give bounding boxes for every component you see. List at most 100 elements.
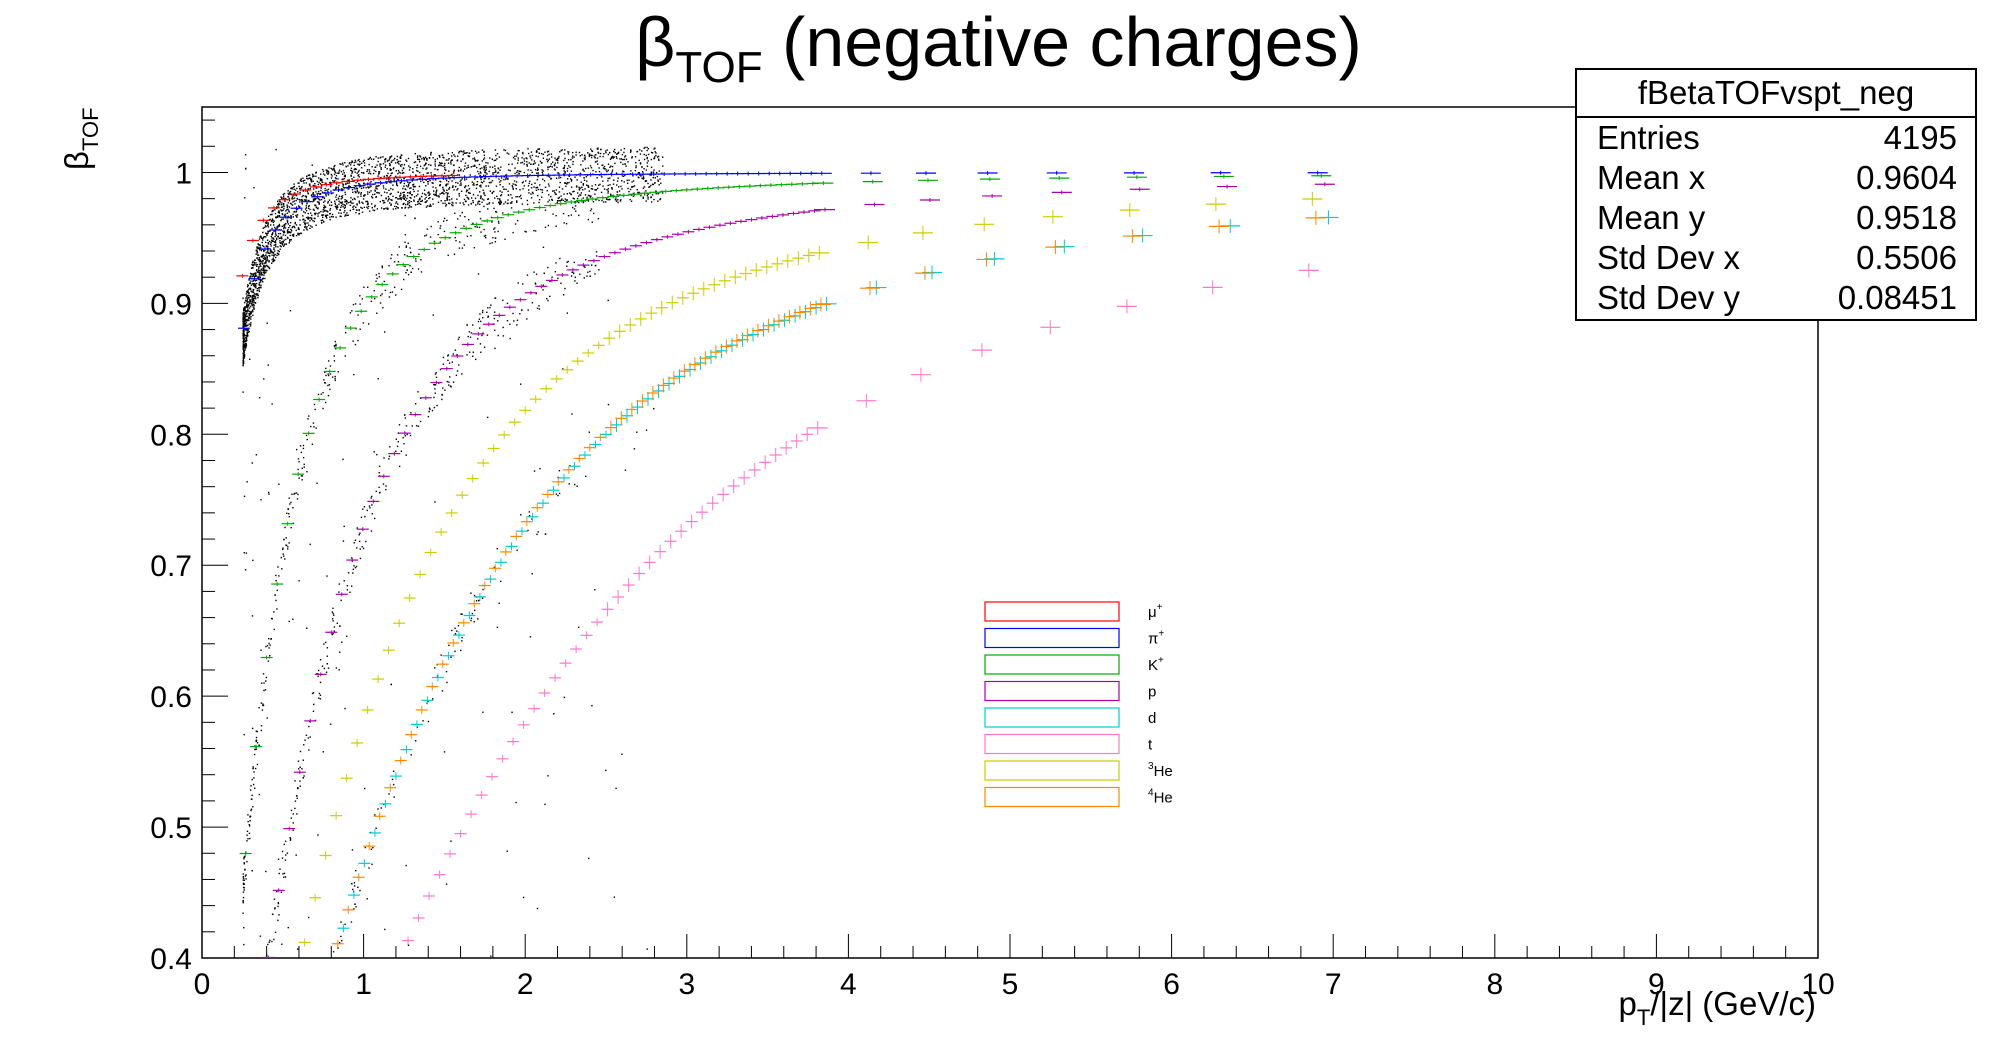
background-point <box>245 346 247 348</box>
background-point <box>476 226 478 228</box>
background-point <box>547 183 550 185</box>
background-point <box>283 208 285 210</box>
background-point <box>260 271 263 274</box>
background-point <box>357 159 359 162</box>
background-point <box>286 206 288 209</box>
background-point <box>321 179 323 181</box>
background-point <box>243 863 246 865</box>
background-point <box>379 163 381 165</box>
background-point <box>250 311 253 313</box>
background-point <box>391 291 394 293</box>
background-point <box>474 158 476 161</box>
background-point <box>522 896 525 899</box>
background-point <box>376 185 378 187</box>
background-point <box>286 219 289 222</box>
background-point <box>507 169 510 171</box>
background-point <box>426 172 428 174</box>
background-point <box>259 272 261 274</box>
background-point <box>262 231 264 234</box>
background-point <box>386 175 389 177</box>
background-point <box>338 591 340 593</box>
background-point <box>445 670 448 673</box>
background-point <box>271 403 273 405</box>
background-point <box>252 264 254 266</box>
legend-swatch-μ+ <box>984 601 1120 622</box>
background-point <box>268 267 271 270</box>
background-point <box>584 266 586 268</box>
background-point <box>471 324 474 326</box>
background-point <box>587 199 589 201</box>
background-point <box>398 171 400 173</box>
background-point <box>249 299 251 301</box>
background-point <box>243 334 245 337</box>
background-point <box>267 266 270 268</box>
background-point <box>434 501 436 503</box>
background-point <box>465 152 467 154</box>
background-point <box>329 212 331 215</box>
background-point <box>527 529 529 532</box>
background-point <box>282 234 284 236</box>
background-point <box>329 365 332 367</box>
background-point <box>250 275 252 277</box>
background-point <box>647 193 649 195</box>
background-point <box>436 404 438 407</box>
background-point <box>447 202 450 204</box>
background-point <box>451 159 453 161</box>
background-point <box>660 182 662 184</box>
background-point <box>271 237 273 239</box>
background-point <box>439 368 442 371</box>
background-point <box>380 163 382 166</box>
background-point <box>255 740 257 742</box>
background-point <box>242 338 245 340</box>
background-point <box>590 167 593 169</box>
background-point <box>252 290 254 292</box>
background-point <box>497 230 499 233</box>
background-point <box>405 159 407 161</box>
background-point <box>544 151 546 153</box>
background-point <box>403 164 406 166</box>
background-point <box>303 463 305 466</box>
background-point <box>242 882 245 885</box>
background-point <box>342 206 344 208</box>
background-point <box>567 159 570 161</box>
background-point <box>264 689 267 691</box>
background-point <box>419 200 422 203</box>
background-point <box>472 184 474 186</box>
background-point <box>323 667 326 670</box>
background-point <box>280 206 283 208</box>
background-point <box>276 252 279 254</box>
background-point <box>335 194 338 196</box>
background-point <box>245 878 247 880</box>
background-point <box>252 260 254 263</box>
background-point <box>607 177 609 180</box>
background-point <box>456 218 459 220</box>
background-point <box>283 224 286 227</box>
background-point <box>645 180 648 182</box>
background-point <box>466 189 468 191</box>
background-point <box>512 156 515 159</box>
background-point <box>511 163 513 165</box>
background-point <box>539 160 542 163</box>
background-point <box>496 195 498 198</box>
background-point <box>455 181 457 184</box>
background-point <box>566 265 568 267</box>
background-point <box>363 286 365 289</box>
background-point <box>477 203 479 205</box>
background-point <box>267 222 269 224</box>
background-point <box>322 214 325 216</box>
background-point <box>574 280 576 282</box>
background-point <box>289 309 292 312</box>
background-point <box>251 273 254 275</box>
background-point <box>294 807 296 810</box>
background-point <box>563 173 565 175</box>
background-point <box>253 777 255 779</box>
background-point <box>446 196 449 198</box>
background-point <box>529 155 531 157</box>
background-point <box>526 163 528 166</box>
background-point <box>418 185 421 188</box>
background-point <box>274 931 277 934</box>
background-point <box>384 289 387 292</box>
background-point <box>273 224 275 226</box>
background-point <box>356 187 359 190</box>
background-point <box>243 325 246 327</box>
